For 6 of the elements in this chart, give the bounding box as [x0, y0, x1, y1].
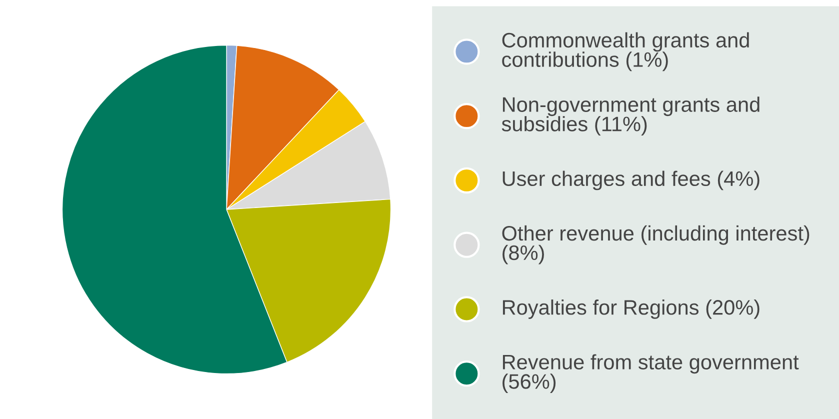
legend-label: Other revenue (including interest) (8%)	[502, 225, 810, 264]
legend-label: Commonwealth grants and contributions (1%)	[502, 32, 749, 72]
legend-label: Royalties for Regions (20%)	[502, 300, 760, 319]
legend-label: User charges and fees (4%)	[502, 170, 760, 190]
legend-label: Non-government grants and subsidies (11%)	[502, 96, 760, 136]
legend-label: Revenue from state government (56%)	[502, 354, 799, 394]
